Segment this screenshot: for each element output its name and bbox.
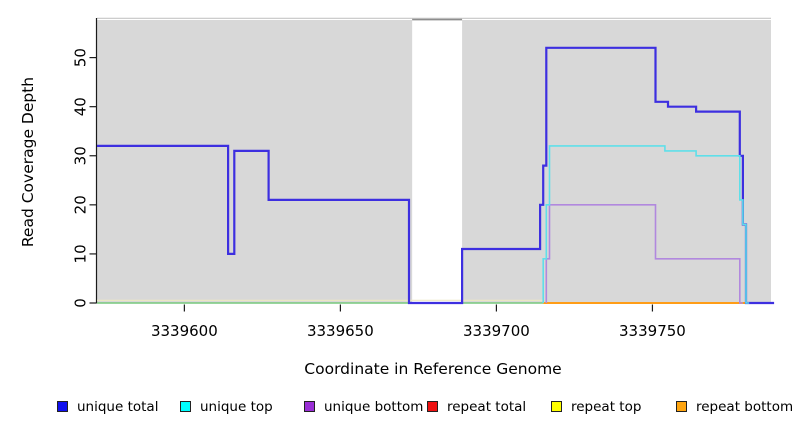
y-tick-label-group: 50 (72, 48, 90, 67)
legend-label: repeat top (571, 399, 642, 415)
legend-swatch-icon (676, 401, 687, 412)
legend-item-repeat-total: repeat total (427, 399, 526, 415)
x-tick-label: 3339650 (307, 322, 374, 340)
legend-swatch-icon (427, 401, 438, 412)
legend-label: unique top (200, 399, 273, 415)
x-tick-label: 3339750 (619, 322, 686, 340)
y-axis-title: Read Coverage Depth (19, 76, 37, 248)
legend-item-unique-bottom: unique bottom (304, 399, 423, 415)
legend-item-unique-total: unique total (57, 399, 158, 415)
x-axis-title: Coordinate in Reference Genome (304, 360, 562, 378)
legend-item-repeat-top: repeat top (551, 399, 641, 415)
series-unique-bottom (545, 204, 743, 304)
legend-swatch-icon (57, 401, 68, 412)
legend-swatch-icon (304, 401, 315, 412)
x-tick-label: 3339600 (151, 322, 218, 340)
y-tick-label: 40 (72, 97, 90, 116)
y-tick-label-group: 40 (72, 97, 90, 116)
legend-label: unique bottom (324, 399, 424, 415)
legend-label: repeat total (447, 399, 527, 415)
legend-swatch-icon (551, 401, 562, 412)
y-tick-label: 10 (72, 244, 90, 263)
y-tick-label-group: 20 (72, 195, 90, 214)
legend-label: repeat bottom (696, 399, 792, 415)
masked-region (412, 19, 463, 303)
legend: unique total unique top unique bottom repea… (0, 399, 792, 419)
legend-item-repeat-bottom: repeat bottom (676, 399, 792, 415)
legend-item-unique-top: unique top (180, 399, 273, 415)
y-tick-label: 30 (72, 146, 90, 165)
y-tick-label-group: 10 (72, 244, 90, 263)
y-tick-label-group: 0 (72, 298, 90, 308)
y-tick-label: 0 (72, 298, 90, 308)
x-tick-label: 3339700 (463, 322, 530, 340)
legend-label: unique total (77, 399, 159, 415)
y-tick-label: 50 (72, 48, 90, 67)
y-tick-label-group: 30 (72, 146, 90, 165)
plot-canvas: 0 10 20 30 40 50 3339600 3339650 3339700 3339750 (72, 17, 775, 340)
legend-swatch-icon (180, 401, 191, 412)
y-tick-label: 20 (72, 195, 90, 214)
series-unique-top (542, 145, 750, 304)
